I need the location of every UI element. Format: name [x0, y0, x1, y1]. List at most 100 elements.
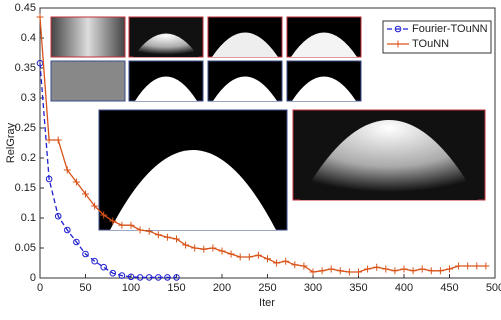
marker	[145, 227, 153, 235]
marker	[309, 268, 317, 276]
marker	[336, 267, 344, 275]
marker	[464, 262, 472, 270]
y-tick-label: 0.45	[15, 2, 36, 14]
x-axis-label: Iter	[259, 297, 275, 309]
legend-box	[382, 20, 492, 54]
marker	[455, 262, 463, 270]
marker	[273, 259, 281, 267]
marker	[446, 265, 453, 273]
marker	[173, 274, 180, 281]
inset-shape	[133, 33, 199, 57]
marker	[54, 136, 62, 144]
marker	[118, 221, 126, 229]
inset-image	[50, 60, 126, 102]
marker	[394, 40, 402, 48]
marker	[436, 267, 444, 275]
legend: Fourier-TOuNN TOuNN	[382, 20, 492, 54]
legend-label: TOuNN	[412, 38, 449, 50]
marker	[109, 269, 117, 277]
marker	[282, 257, 290, 265]
marker	[300, 262, 308, 270]
marker	[118, 272, 126, 279]
inset-shape	[291, 32, 357, 57]
x-tick-label: 200	[213, 282, 231, 294]
y-axis-label: RelGray	[5, 122, 17, 163]
marker	[394, 25, 402, 33]
marker	[91, 202, 99, 210]
y-tick-label: 0.1	[21, 212, 36, 224]
marker	[64, 226, 71, 234]
marker	[72, 178, 80, 186]
marker	[264, 255, 271, 263]
marker	[254, 251, 262, 259]
insets	[50, 16, 486, 231]
marker	[82, 190, 89, 198]
x-tick-label: 400	[395, 282, 413, 294]
marker	[218, 247, 226, 255]
marker	[109, 217, 117, 225]
y-tick-label: 0.15	[15, 182, 36, 194]
x-tick-label: 100	[122, 282, 140, 294]
legend-label: Fourier-TOuNN	[412, 23, 488, 35]
x-tick-label: 500	[486, 282, 501, 294]
marker	[127, 273, 135, 281]
marker	[45, 175, 53, 183]
x-tick-label: 350	[349, 282, 367, 294]
marker	[291, 261, 299, 269]
inset-shape	[292, 76, 356, 101]
y-tick-label: 0.25	[15, 122, 36, 134]
marker	[382, 265, 390, 273]
marker	[318, 267, 326, 275]
marker	[91, 257, 98, 265]
marker	[82, 250, 89, 258]
marker	[373, 263, 381, 271]
marker	[73, 238, 80, 246]
marker	[182, 241, 190, 249]
marker	[54, 212, 62, 220]
marker	[164, 274, 171, 281]
inset-shape	[110, 150, 276, 230]
marker	[36, 13, 44, 21]
marker	[209, 244, 217, 252]
x-tick-label: 0	[37, 282, 43, 294]
marker	[345, 268, 353, 276]
marker	[127, 221, 135, 229]
marker	[200, 245, 208, 253]
marker	[227, 250, 235, 258]
x-tick-label: 300	[304, 282, 322, 294]
series-line	[39, 63, 177, 279]
marker	[136, 274, 144, 281]
marker	[155, 274, 162, 281]
x-tick-label: 450	[440, 282, 458, 294]
inset-shape	[135, 76, 197, 101]
marker	[409, 267, 417, 275]
marker	[154, 231, 162, 239]
x-tick-label: 150	[167, 282, 185, 294]
marker	[173, 235, 180, 243]
marker	[245, 253, 253, 261]
marker	[145, 274, 153, 281]
x-tick-label: 250	[258, 282, 276, 294]
marker	[473, 262, 481, 270]
x-tick-label: 50	[79, 282, 91, 294]
marker	[236, 253, 244, 261]
marker	[100, 263, 107, 271]
inset-shape	[213, 76, 277, 101]
marker	[482, 262, 490, 270]
y-tick-label: 0.3	[21, 92, 36, 104]
marker	[418, 265, 426, 273]
marker	[191, 244, 199, 252]
marker	[45, 136, 53, 144]
marker	[364, 265, 372, 273]
marker	[327, 265, 335, 273]
inset-shape	[212, 32, 278, 57]
y-tick-label: 0.2	[21, 152, 36, 164]
marker	[100, 211, 108, 219]
marker	[427, 267, 435, 275]
y-tick-label: 0	[30, 272, 36, 284]
y-tick-label: 0.4	[21, 32, 36, 44]
marker	[400, 265, 408, 273]
marker	[136, 226, 144, 234]
inset-shape	[300, 120, 478, 200]
